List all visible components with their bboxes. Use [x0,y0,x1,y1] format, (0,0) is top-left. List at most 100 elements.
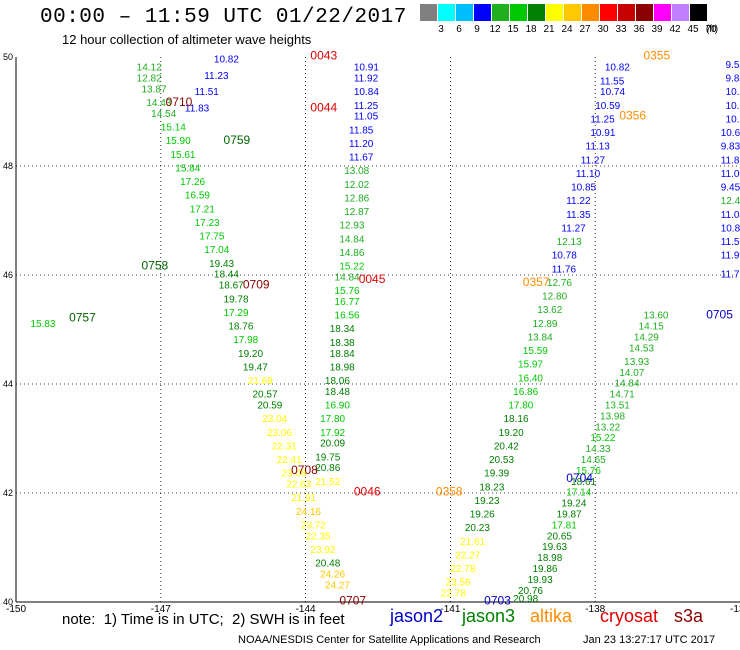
swh-value: 11.72 [721,270,740,281]
swh-value: 10.68 [721,128,740,139]
scale-label: 27 [579,24,591,35]
pass-time-label: 0045 [359,272,386,286]
swh-value: 18.67 [219,281,244,292]
swh-value: 19.39 [484,469,509,480]
pass-time-label: 0758 [141,259,168,273]
swh-value: 22.63 [286,480,311,491]
swh-value: 19.93 [528,575,553,586]
lon-tick-label: -147 [151,604,171,615]
lat-tick-label: 48 [3,161,13,171]
swh-value: 11.20 [349,139,374,150]
pass-time-label: 0757 [69,310,96,324]
lat-tick-label: 46 [3,270,13,280]
swh-value: 13.62 [537,305,562,316]
scale-swatch [528,4,545,21]
scale-label: 70 [705,24,717,35]
scale-label: 42 [669,24,681,35]
swh-value: 12.44 [721,196,740,207]
scale-swatch [546,4,563,21]
satellite-s3a: s3a [674,606,704,626]
swh-value: 11.85 [349,125,374,136]
lat-tick-label: 40 [3,597,13,607]
swh-value: 14.54 [151,109,176,120]
swh-value: 20.76 [518,586,543,597]
swh-value: 9.53 [726,60,740,71]
scale-label: 12 [489,24,501,35]
swh-value: 14.29 [634,332,659,343]
swh-value: 11.76 [552,264,577,275]
swh-value: 13.87 [141,84,166,95]
swh-value: 19.23 [475,496,500,507]
swh-value: 24.27 [325,580,350,591]
scale-swatch [600,4,617,21]
swh-value: 14.84 [339,234,364,245]
swh-value: 20.86 [315,463,340,474]
swh-value: 11.92 [354,74,379,85]
swh-value: 14.33 [586,444,611,455]
swh-value: 13.93 [624,357,649,368]
swh-value: 17.98 [233,335,258,346]
scale-swatch [438,4,455,21]
swh-value: 20.65 [547,531,572,542]
swh-value: 13.98 [600,411,625,422]
swh-value: 9.45 [721,183,740,194]
swh-value: 16.56 [335,311,360,322]
lon-tick-label: -135 [730,604,740,615]
swh-value: 10.82 [214,54,239,65]
scale-swatch [582,4,599,21]
lon-tick-label: -138 [585,604,605,615]
swh-value: 23.06 [267,428,292,439]
scale-label: (ft) [705,24,719,35]
swh-value: 13.22 [595,422,620,433]
swh-value: 16.59 [185,191,210,202]
swh-value: 22.78 [441,589,466,600]
scale-label: 18 [525,24,537,35]
swh-value: 15.83 [30,319,55,330]
scale-label: 36 [633,24,645,35]
swh-value: 21.91 [291,493,316,504]
swh-value: 24.26 [320,569,345,580]
swh-value: 20.42 [494,441,519,452]
pass-time-label: 0703 [484,594,511,608]
swh-value: 19.75 [315,452,340,463]
swh-value: 23.56 [446,578,471,589]
scale-label: 39 [651,24,663,35]
swh-value: 20.09 [320,439,345,450]
swh-value: 15.22 [590,433,615,444]
swh-value: 22.35 [306,531,331,542]
scale-swatch [690,4,707,21]
swh-value: 16.77 [335,297,360,308]
swh-value: 10.91 [590,128,615,139]
satellite-jason2: jason2 [390,606,444,626]
swh-value: 9.85 [726,74,740,85]
swh-value: 19.20 [238,349,263,360]
lon-tick-label: -150 [6,604,26,615]
pass-time-label: 0358 [436,485,463,499]
swh-value: 10.13 [726,87,740,98]
swh-value: 17.81 [552,520,577,531]
swh-value: 12.80 [542,292,567,303]
swh-value: 12.86 [344,193,369,204]
swh-value: 19.43 [209,259,234,270]
scale-label: 6 [456,24,462,35]
scale-label: 33 [615,24,627,35]
swh-value: 18.44 [214,270,239,281]
swh-value: 14.84 [615,379,640,390]
swh-value: 10.59 [595,101,620,112]
swh-value: 15.76 [576,466,601,477]
scale-swatch [474,4,491,21]
pass-time-label: 0046 [354,485,381,499]
swh-value: 15.97 [518,360,543,371]
swh-value: 18.98 [537,553,562,564]
lat-tick-label: 42 [3,488,13,498]
swh-value: 11.13 [586,142,611,153]
swh-value: 15.14 [161,123,186,134]
swh-value: 14.12 [137,63,162,74]
swh-value: 10.14 [726,114,740,125]
swh-value: 20.57 [253,390,278,401]
swh-value: 23.92 [310,545,335,556]
swh-value: 19.87 [557,510,582,521]
swh-value: 11.55 [600,76,625,87]
